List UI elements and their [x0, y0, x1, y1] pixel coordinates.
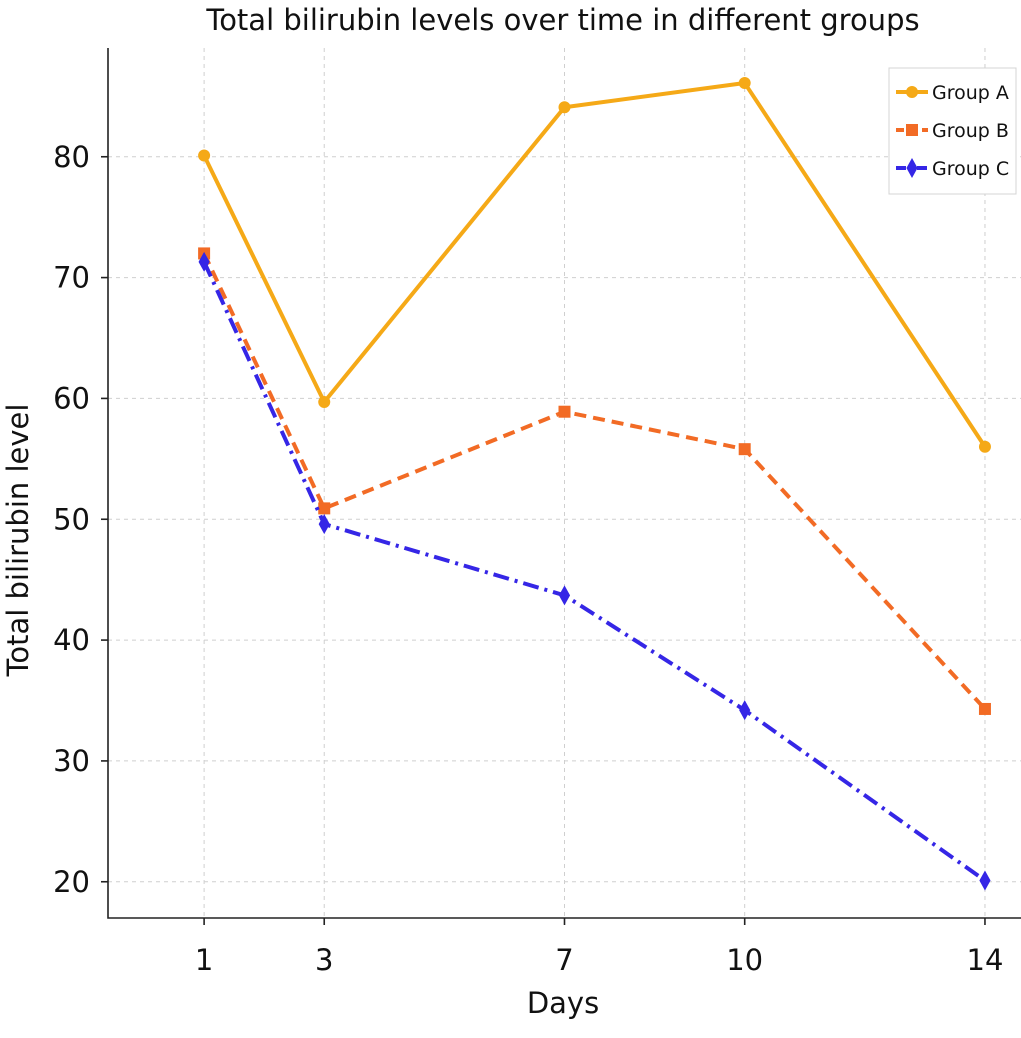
x-axis-label: Days — [527, 986, 599, 1020]
legend-marker — [906, 157, 918, 179]
y-tick-label: 20 — [53, 865, 90, 899]
series-line — [202, 81, 987, 448]
data-point — [978, 440, 991, 453]
legend-label: Group B — [932, 120, 1009, 142]
data-point — [558, 585, 571, 606]
series-line — [202, 261, 987, 883]
grid — [108, 48, 1021, 918]
data-point — [318, 502, 331, 515]
series-group-b — [198, 247, 991, 715]
data-point — [558, 101, 571, 114]
x-tick-label: 1 — [195, 943, 213, 977]
series-lines — [198, 77, 991, 891]
legend-marker — [906, 124, 918, 136]
legend: Group A Group B Group C — [888, 67, 1017, 195]
axes — [107, 48, 1021, 919]
y-tick-label: 30 — [53, 744, 90, 778]
data-point — [318, 514, 330, 535]
data-point — [558, 405, 571, 418]
legend-item: Group C — [896, 157, 1009, 180]
x-tick-label: 10 — [726, 943, 763, 977]
data-point — [739, 700, 751, 721]
y-axis-label: Total bilirubin level — [1, 404, 35, 678]
x-tick-label: 7 — [555, 943, 573, 977]
data-point — [198, 149, 211, 162]
legend-item: Group B — [896, 120, 1009, 142]
legend-item: Group A — [896, 82, 1009, 104]
legend-label: Group A — [932, 82, 1009, 104]
series-group-a — [198, 77, 991, 453]
y-tick-label: 50 — [53, 502, 90, 536]
y-tick-label: 40 — [53, 623, 90, 657]
data-point — [198, 251, 210, 272]
legend-marker — [906, 86, 918, 98]
x-tick-label: 3 — [315, 943, 333, 977]
series-line — [202, 252, 987, 711]
y-tick-label: 70 — [53, 261, 90, 295]
data-point — [738, 443, 751, 456]
data-point — [318, 396, 331, 409]
tick-labels: 1 3 7 10 14 20 30 40 50 60 70 80 — [53, 140, 1003, 977]
chart-title: Total bilirubin levels over time in diff… — [205, 3, 919, 37]
data-point — [979, 870, 991, 891]
y-tick-label: 80 — [53, 140, 90, 174]
x-tick-label: 14 — [967, 943, 1004, 977]
y-tick-label: 60 — [53, 381, 90, 415]
data-point — [738, 77, 751, 90]
data-point — [978, 702, 991, 715]
series-group-c — [198, 251, 991, 891]
plot-frame — [107, 48, 1021, 919]
legend-label: Group C — [932, 158, 1009, 180]
